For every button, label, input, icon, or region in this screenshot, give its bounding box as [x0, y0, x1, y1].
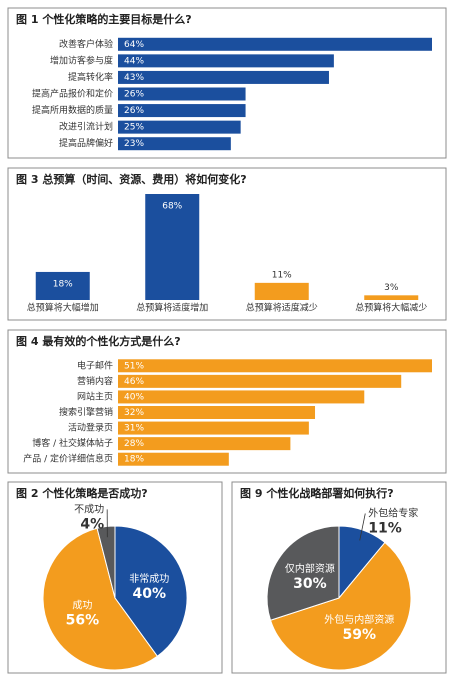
bar — [118, 54, 334, 68]
bar — [118, 359, 432, 373]
bar — [145, 194, 200, 300]
bar — [254, 282, 309, 300]
chart-title: 图 4 最有效的个性化方式是什么? — [16, 334, 181, 348]
bar — [118, 437, 291, 451]
pie-slice — [96, 525, 116, 599]
value-label: 23% — [124, 139, 144, 149]
bar — [118, 390, 365, 404]
slice-value: 4% — [80, 516, 104, 532]
category-label: 提高品牌偏好 — [59, 137, 113, 149]
leader-line — [359, 513, 366, 541]
value-label: 64% — [124, 40, 144, 50]
pie-slice — [114, 525, 188, 657]
category-label: 改进引流计划 — [59, 121, 113, 133]
slice-label: 外包给专家 — [368, 506, 418, 519]
value-label: 26% — [124, 90, 144, 100]
value-label: 31% — [124, 424, 144, 434]
category-label: 增加访客参与度 — [50, 54, 113, 66]
category-label: 活动登录页 — [68, 422, 113, 434]
bar — [118, 37, 432, 51]
slice-label: 非常成功 — [129, 572, 169, 585]
slice-value: 59% — [342, 627, 376, 643]
chart-title: 图 1 个性化策略的主要目标是什么? — [16, 12, 192, 26]
bar — [118, 87, 246, 101]
bar — [35, 271, 90, 300]
category-label: 总预算将适度增加 — [136, 302, 208, 314]
category-label: 网站主页 — [77, 390, 113, 402]
bar — [118, 120, 241, 134]
pie-slice — [269, 541, 412, 671]
slice-value: 11% — [368, 520, 402, 536]
value-label: 26% — [124, 106, 144, 116]
chart-title: 图 2 个性化策略是否成功? — [16, 486, 148, 500]
bar — [118, 452, 229, 466]
category-label: 总预算将大幅减少 — [355, 302, 427, 314]
slice-label: 不成功 — [74, 503, 104, 515]
bar — [118, 70, 329, 84]
value-label: 32% — [124, 408, 144, 418]
slice-label: 外包与内部资源 — [324, 613, 394, 626]
category-label: 改善客户体验 — [59, 38, 113, 50]
bar — [118, 137, 231, 151]
pie-slice — [266, 525, 340, 621]
category-label: 搜索引擎营销 — [59, 406, 113, 418]
value-label: 18% — [124, 455, 144, 465]
chart-title: 图 9 个性化战略部署如何执行? — [240, 486, 394, 500]
value-label: 25% — [124, 123, 144, 133]
category-label: 总预算将适度减少 — [246, 302, 318, 314]
category-label: 总预算将大幅增加 — [27, 302, 99, 314]
category-label: 电子邮件 — [77, 359, 113, 371]
pie-slice — [42, 527, 159, 671]
category-label: 产品 / 定价详细信息页 — [23, 453, 113, 465]
slice-value: 30% — [293, 576, 327, 592]
value-label: 43% — [124, 73, 144, 83]
bar — [364, 295, 419, 300]
category-label: 提高转化率 — [68, 71, 113, 83]
chart-title: 图 3 总预算（时间、资源、费用）将如何变化? — [16, 172, 247, 186]
value-label: 44% — [124, 56, 144, 66]
value-label: 40% — [124, 392, 144, 402]
value-label: 18% — [53, 279, 73, 289]
value-label: 51% — [124, 361, 144, 371]
slice-value: 56% — [66, 612, 100, 628]
value-label: 68% — [162, 202, 182, 212]
slice-label: 成功 — [72, 599, 92, 611]
value-label: 46% — [124, 377, 144, 387]
category-label: 博客 / 社交媒体帖子 — [32, 437, 113, 449]
bar — [118, 374, 402, 388]
value-label: 28% — [124, 439, 144, 449]
category-label: 提高产品报价和定价 — [32, 88, 113, 100]
category-label: 提高所用数据的质量 — [32, 104, 113, 116]
value-label: 11% — [272, 270, 292, 280]
category-label: 营销内容 — [77, 375, 113, 387]
bar — [118, 104, 246, 118]
slice-label: 仅内部资源 — [285, 562, 335, 575]
bar — [118, 421, 309, 435]
slice-value: 40% — [132, 586, 166, 602]
bar — [118, 406, 316, 419]
value-label: 3% — [384, 283, 399, 293]
